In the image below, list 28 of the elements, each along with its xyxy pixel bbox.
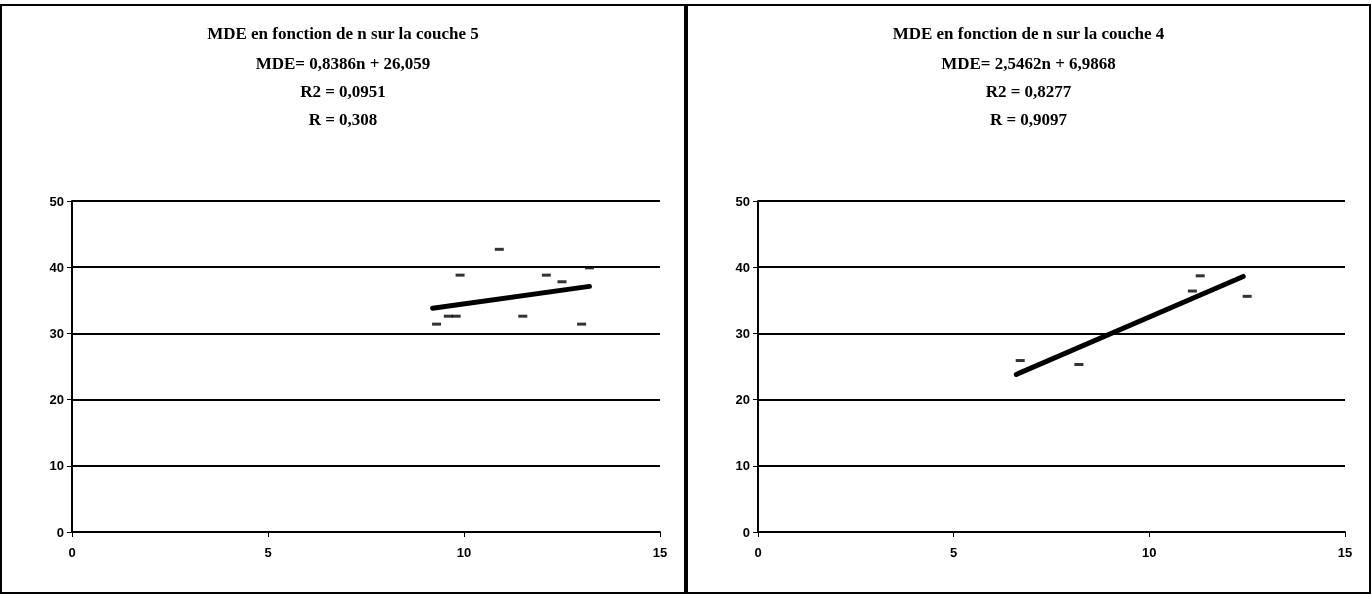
chart-title: MDE en fonction de n sur la couche 5	[207, 24, 479, 43]
x-tick-label: 0	[754, 545, 762, 560]
x-tick-label: 10	[1142, 545, 1157, 560]
y-tick-label: 50	[735, 193, 750, 209]
text: R = 0,308	[308, 110, 378, 129]
y-tick-label: 50	[49, 193, 64, 209]
text: R = 0,9097	[989, 110, 1068, 129]
text: R2 = 0,8277	[985, 82, 1072, 101]
y-tick-label: 30	[49, 325, 64, 341]
x-tick-label: 5	[950, 545, 958, 560]
y-tick-label: 0	[742, 524, 750, 540]
x-tick-label: 0	[68, 545, 76, 560]
chart-title: MDE en fonction de n sur la couche 4	[892, 24, 1165, 43]
y-tick-label: 0	[56, 524, 64, 540]
y-tick-label: 30	[735, 325, 750, 341]
y-tick-label: 20	[735, 392, 750, 408]
y-tick-label: 20	[49, 392, 64, 408]
y-tick-label: 10	[735, 458, 750, 474]
y-tick-label: 10	[49, 458, 64, 474]
x-tick-label: 5	[264, 545, 272, 560]
text: MDE= 2,5462n + 6,9868	[941, 54, 1116, 73]
y-tick-label: 40	[735, 259, 750, 275]
x-tick-label: 15	[652, 545, 668, 560]
y-tick-label: 40	[49, 259, 64, 275]
x-tick-label: 15	[1337, 545, 1353, 560]
x-tick-label: 10	[456, 545, 472, 560]
text: R2 = 0,0951	[300, 82, 386, 101]
text: MDE= 0,8386n + 26,059	[255, 54, 431, 73]
